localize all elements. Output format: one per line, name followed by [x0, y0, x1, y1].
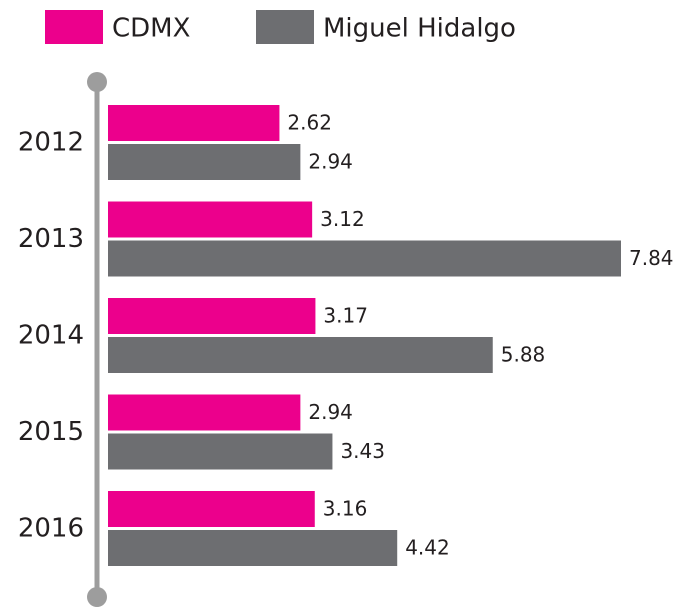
legend-label: Miguel Hidalgo: [323, 14, 516, 44]
legend-swatch: [45, 10, 103, 44]
timeline-cap: [87, 587, 107, 607]
bar: [108, 105, 280, 141]
bar: [108, 201, 313, 238]
value-label: 3.43: [340, 439, 385, 463]
bar: [108, 144, 301, 180]
y-tick-label: 2015: [18, 417, 84, 447]
value-label: 2.62: [287, 111, 332, 135]
bar: [108, 298, 316, 334]
timeline-cap: [87, 72, 107, 92]
legend-swatch: [256, 10, 314, 44]
bar: [108, 530, 398, 566]
y-tick-label: 2016: [18, 514, 84, 544]
value-label: 7.84: [629, 246, 674, 270]
value-label: 3.12: [320, 207, 365, 231]
bar: [108, 337, 493, 373]
bar: [108, 491, 315, 527]
y-tick-label: 2013: [18, 224, 84, 254]
bar: [108, 433, 333, 470]
y-tick-label: 2012: [18, 128, 84, 158]
bar: [108, 394, 301, 431]
bar: [108, 240, 621, 277]
value-label: 2.94: [308, 400, 353, 424]
legend-label: CDMX: [112, 14, 190, 44]
value-label: 2.94: [308, 150, 353, 174]
value-label: 3.17: [323, 304, 368, 328]
y-tick-label: 2014: [18, 321, 84, 351]
value-label: 3.16: [323, 497, 368, 521]
value-label: 4.42: [405, 536, 450, 560]
value-label: 5.88: [501, 343, 546, 367]
